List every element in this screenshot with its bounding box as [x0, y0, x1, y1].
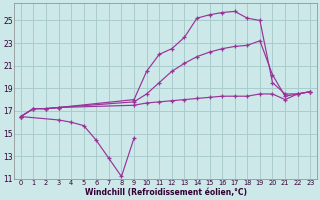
- X-axis label: Windchill (Refroidissement éolien,°C): Windchill (Refroidissement éolien,°C): [84, 188, 246, 197]
